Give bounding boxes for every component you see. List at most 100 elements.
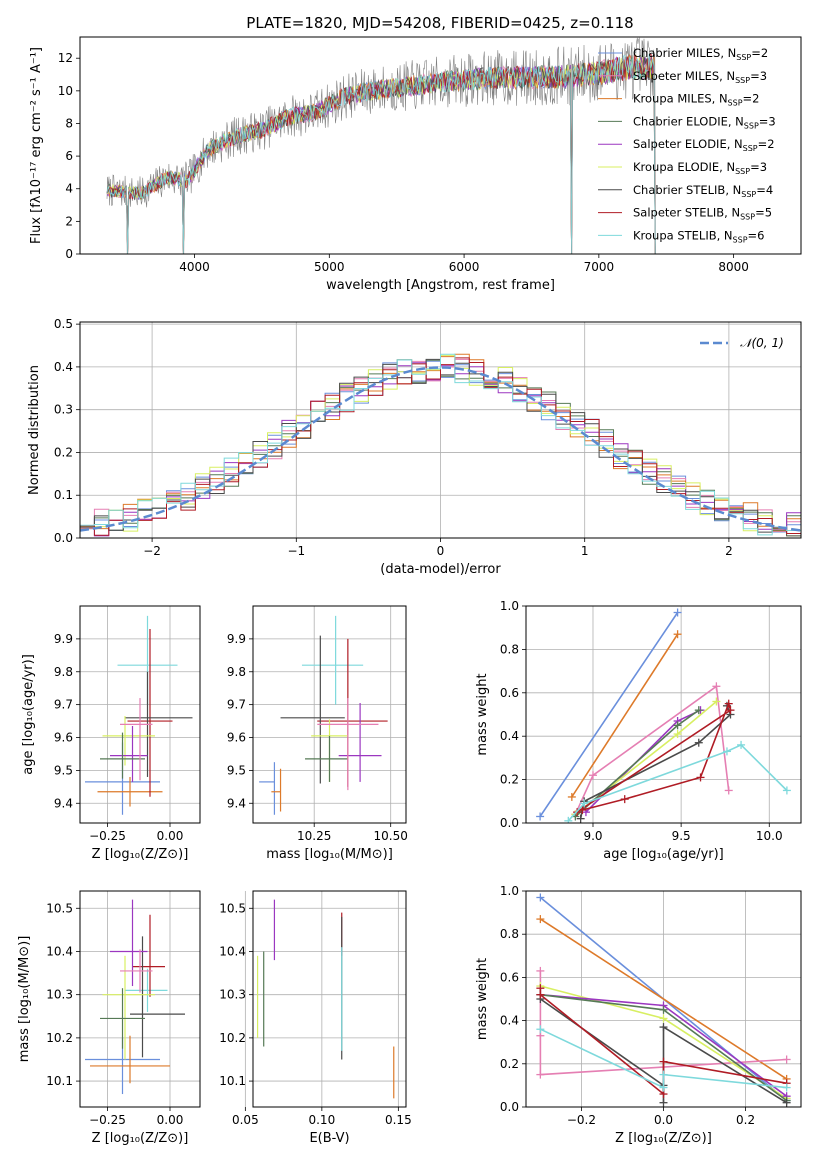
y-tick-label: 4 — [65, 182, 73, 196]
series-marker — [696, 773, 705, 782]
model-spectrum-salpeter-stelib — [106, 52, 656, 254]
errorbar-point — [338, 702, 382, 782]
series-marker — [724, 786, 733, 795]
y-tick-label: 0.8 — [500, 927, 519, 941]
y-tick-label: 9.5 — [227, 763, 246, 777]
y-axis-label: age [log₁₀(age/yr)] — [21, 654, 36, 775]
errorbar-point — [127, 629, 173, 797]
axes-frame — [525, 605, 802, 824]
series-marker — [782, 1055, 791, 1064]
series-marker — [712, 682, 721, 691]
errorbar-point — [301, 615, 364, 705]
axes-frame — [79, 321, 802, 539]
y-tick-label: 10.2 — [219, 1031, 246, 1045]
y-axis-label: mass weight — [475, 958, 490, 1040]
axes-frame — [252, 890, 407, 1108]
series-marker — [726, 706, 735, 715]
series-marker — [782, 1083, 791, 1092]
errorbar-point — [110, 899, 148, 987]
x-tick-label: 7000 — [584, 260, 615, 274]
x-tick-label: 6000 — [449, 260, 480, 274]
legend-entry: 𝒩(0, 1) — [740, 336, 784, 350]
series-marker — [694, 706, 703, 715]
y-axis-label: mass weight — [475, 673, 490, 755]
y-tick-label: 9.7 — [54, 698, 73, 712]
error-bars — [256, 899, 395, 1099]
y-tick-label: 10.3 — [219, 988, 246, 1002]
series-marker — [564, 816, 573, 823]
x-tick-label: 0.00 — [157, 1113, 184, 1127]
model-spectrum-kroupa-stelib — [106, 53, 656, 254]
series-marker — [536, 1070, 545, 1079]
x-axis-label: (data-model)/error — [380, 562, 501, 577]
error-bars — [85, 615, 193, 815]
y-tick-label: 9.9 — [227, 632, 246, 646]
axes-frame — [79, 890, 201, 1108]
series-marker — [673, 730, 682, 739]
errorbar-point — [271, 768, 282, 812]
y-tick-label: 10.5 — [46, 901, 73, 915]
series-marker — [536, 990, 545, 999]
y-tick-label: 9.7 — [227, 698, 246, 712]
axes-frame — [79, 36, 802, 255]
axes-frame — [79, 605, 201, 824]
weight-vs-age-panel: 9.0 9.5 10.0 0.0 0.2 0.4 0.6 0.8 1.0 age [log₁₀(a… — [475, 599, 802, 862]
x-tick-label: 8000 — [718, 260, 749, 274]
series-marker — [659, 1014, 668, 1023]
x-tick-label: 0 — [437, 544, 445, 558]
error-bars — [85, 899, 185, 1095]
errorbar-point — [97, 776, 163, 807]
x-tick-label: 0.15 — [385, 1113, 412, 1127]
series-marker — [737, 740, 746, 749]
series-marker — [659, 1023, 668, 1032]
series-marker — [659, 1070, 668, 1079]
age-vs-z-plot-area: −0.25 0.00 9.4 9.5 9.6 9.7 9.8 9.9 Z [log₁₀(Z/Z⊙… — [21, 605, 201, 862]
y-tick-label: 1.0 — [500, 884, 519, 898]
series-marker — [567, 792, 576, 801]
x-tick-label: 9.0 — [583, 829, 602, 843]
legend-entry: Chabrier MILES, NSSP=2 — [633, 46, 768, 62]
weight-series — [536, 608, 791, 823]
y-tick-label: 10.4 — [46, 944, 73, 958]
x-tick-label: 10.50 — [374, 829, 408, 843]
spectrum-lines — [106, 37, 656, 254]
histograms — [80, 353, 801, 538]
series-marker — [536, 893, 545, 902]
mass-vs-z-panel: −0.25 0.00 10.1 10.2 10.3 10.4 10.5 Z [log₁₀(Z/… — [17, 890, 201, 1146]
y-tick-label: 10.2 — [46, 1031, 73, 1045]
x-axis-label: Z [log₁₀(Z/Z⊙)] — [92, 847, 189, 862]
series-line-kroupa-stelib — [540, 1028, 787, 1089]
spectrum-panel: 4000 5000 6000 7000 8000 0 2 4 6 8 10 12 wavelength … — [29, 36, 802, 293]
y-tick-label: 0.2 — [500, 1057, 519, 1071]
spectrum-plot-area: 4000 5000 6000 7000 8000 0 2 4 6 8 10 12 wavelength … — [29, 36, 802, 293]
x-tick-label: 4000 — [179, 260, 210, 274]
series-marker — [578, 805, 587, 814]
series-marker — [536, 812, 545, 821]
x-tick-label: 9.5 — [672, 829, 691, 843]
errorbar-point — [132, 914, 165, 997]
y-tick-label: 9.4 — [227, 796, 246, 810]
y-tick-label: 0.4 — [500, 729, 519, 743]
errorbar-point — [130, 936, 185, 1058]
legend-entry: Salpeter ELODIE, NSSP=2 — [633, 137, 775, 153]
series-marker — [536, 1025, 545, 1034]
y-tick-label: 8 — [65, 116, 73, 130]
x-tick-label: −0.25 — [89, 829, 126, 843]
residuals-panel: −2 −1 0 1 2 0.0 0.1 0.2 0.3 0.4 0.5 (data-model)/er… — [27, 317, 802, 577]
y-tick-label: 10 — [58, 84, 73, 98]
errorbar-point — [259, 762, 276, 815]
y-tick-label: 0.6 — [500, 970, 519, 984]
weight-vs-z-panel: −0.2 0.0 0.2 0.0 0.2 0.4 0.6 0.8 1.0 Z [log₁₀(Z/Z… — [475, 884, 802, 1146]
x-axis-label: age [log₁₀(age/yr)] — [603, 847, 724, 862]
series-marker — [659, 1083, 668, 1092]
x-tick-label: 0.05 — [232, 1113, 259, 1127]
y-tick-label: 0.8 — [500, 642, 519, 656]
legend-entry: Kroupa STELIB, NSSP=6 — [633, 228, 764, 244]
y-axis-label: Flux [fλ10⁻¹⁷ erg cm⁻² s⁻¹ A⁻¹] — [29, 47, 44, 244]
x-tick-label: −0.2 — [567, 1113, 596, 1127]
age-vs-mass-plot-area: 10.25 10.50 9.4 9.5 9.6 9.7 9.8 9.9 mass [log₁₀(… — [227, 605, 408, 862]
normal-curve — [80, 366, 801, 532]
y-tick-label: 6 — [65, 149, 73, 163]
legend-entry: Salpeter MILES, NSSP=3 — [633, 69, 767, 85]
y-tick-label: 9.9 — [54, 632, 73, 646]
